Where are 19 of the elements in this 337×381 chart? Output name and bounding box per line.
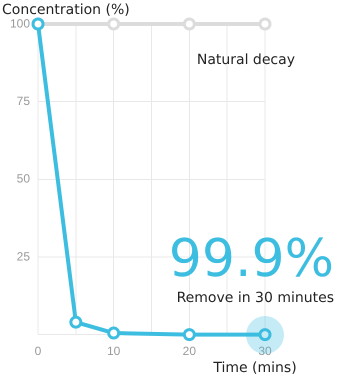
y-axis-title: Concentration (%): [2, 2, 130, 18]
point: [182, 328, 196, 342]
annotation: 99.9%: [168, 229, 334, 289]
x-tick-label: 0: [34, 344, 42, 358]
point: [182, 18, 196, 30]
point: [107, 18, 120, 30]
point: [69, 316, 82, 329]
annotation: Remove in 30 minutes: [176, 290, 334, 306]
x-tick-label: 30: [258, 344, 272, 358]
y-tick-label: 25: [16, 249, 30, 264]
point: [107, 326, 120, 340]
x-tick-label: 10: [107, 344, 121, 358]
point: [258, 18, 272, 30]
x-tick-label: 20: [182, 344, 196, 358]
series-label: Natural decay: [196, 52, 295, 68]
y-tick-label: 75: [16, 94, 30, 108]
x-axis-title: Time (mins): [213, 360, 297, 376]
y-tick-label: 50: [16, 172, 30, 186]
y-tick-label: 100: [10, 16, 30, 30]
